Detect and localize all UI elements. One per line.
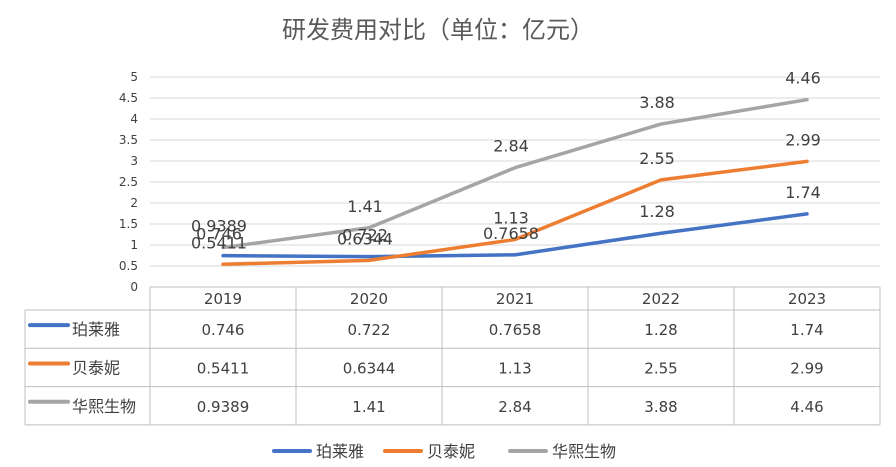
data-label: 0.7658 — [483, 224, 539, 243]
y-axis-ticks: 0 0.5 1 1.5 2 2.5 3 3.5 4 4.5 5 — [119, 70, 138, 294]
table-cell: 1.74 — [790, 321, 823, 339]
x-category-label: 2021 — [496, 290, 534, 308]
y-tick-label: 1.5 — [119, 217, 138, 231]
y-tick-label: 1 — [130, 238, 138, 252]
table-cell: 1.13 — [498, 359, 531, 377]
data-labels: 0.746 0.722 0.7658 1.28 1.74 0.5411 0.6344 1.13… — [191, 69, 821, 253]
data-label: 2.84 — [493, 137, 529, 156]
y-tick-label: 5 — [130, 70, 138, 84]
data-label: 1.74 — [785, 183, 821, 202]
y-tick-label: 0 — [130, 280, 138, 294]
series-lines — [221, 97, 809, 267]
grid-lines — [150, 76, 880, 288]
chart-title: 研发费用对比（单位：亿元） — [282, 16, 594, 44]
y-tick-label: 4.5 — [119, 91, 138, 105]
table-cell: 0.6344 — [343, 359, 396, 377]
legend-label: 珀莱雅 — [316, 442, 364, 461]
table-cell: 4.46 — [790, 398, 823, 416]
table-series-name: 华熙生物 — [72, 397, 136, 416]
table-cell: 0.7658 — [489, 321, 542, 339]
data-label: 0.746 — [196, 225, 242, 244]
series-line-2 — [221, 159, 809, 267]
y-tick-label: 0.5 — [119, 259, 138, 273]
table-cell: 0.5411 — [197, 359, 250, 377]
table-cell: 1.28 — [644, 321, 677, 339]
table-cell: 0.746 — [202, 321, 245, 339]
table-cell: 3.88 — [644, 398, 677, 416]
data-label: 1.13 — [493, 209, 529, 228]
data-label: 0.722 — [342, 226, 388, 245]
y-tick-label: 2 — [130, 196, 138, 210]
series-line-1 — [221, 212, 809, 259]
data-label: 0.6344 — [337, 229, 393, 248]
data-table: 2019 2020 2021 2022 2023 珀莱雅 0.746 0.722 0.7658 1… — [24, 286, 881, 426]
y-tick-label: 3 — [130, 154, 138, 168]
table-cell: 0.722 — [348, 321, 391, 339]
legend: 珀莱雅 贝泰妮 华熙生物 — [272, 442, 616, 461]
x-category-label: 2023 — [788, 290, 826, 308]
data-label: 2.55 — [639, 149, 675, 168]
y-tick-label: 4 — [130, 112, 138, 126]
table-series-name: 珀莱雅 — [72, 320, 120, 339]
table-cell: 2.55 — [644, 359, 677, 377]
data-label: 0.9389 — [191, 217, 247, 236]
y-tick-label: 2.5 — [119, 175, 138, 189]
table-cell: 2.99 — [790, 359, 823, 377]
x-category-label: 2022 — [642, 290, 680, 308]
series-line-3 — [221, 97, 809, 250]
data-label: 4.46 — [785, 69, 821, 88]
x-category-label: 2019 — [204, 290, 242, 308]
data-label: 1.28 — [639, 202, 675, 221]
table-series-name: 贝泰妮 — [72, 358, 120, 377]
data-label: 3.88 — [639, 93, 675, 112]
x-category-label: 2020 — [350, 290, 388, 308]
legend-label: 贝泰妮 — [427, 442, 475, 461]
y-tick-label: 3.5 — [119, 133, 138, 147]
table-cell: 1.41 — [352, 398, 385, 416]
legend-label: 华熙生物 — [552, 442, 616, 461]
data-label: 2.99 — [785, 130, 821, 149]
table-cell: 0.9389 — [197, 398, 250, 416]
data-label: 0.5411 — [191, 233, 247, 252]
data-label: 1.41 — [347, 197, 383, 216]
table-cell: 2.84 — [498, 398, 531, 416]
